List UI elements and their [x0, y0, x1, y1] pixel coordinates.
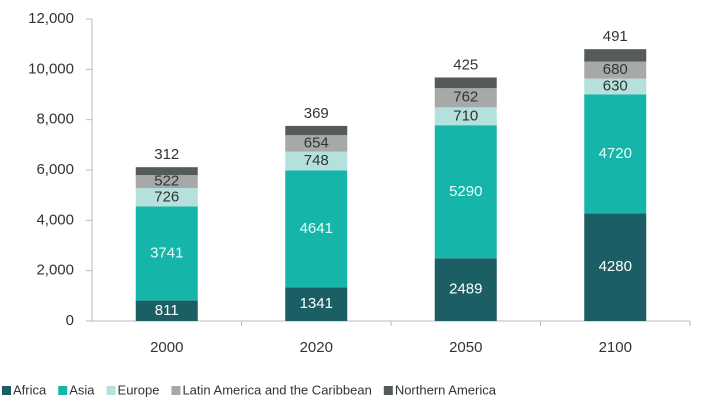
bar-segment	[135, 300, 198, 321]
data-label: 1341	[300, 295, 333, 312]
bar-segment	[584, 49, 647, 62]
bar-segment	[285, 135, 348, 152]
x-tick-label: 2100	[599, 339, 632, 356]
data-label: 630	[603, 78, 628, 95]
y-tick-label: 8,000	[36, 111, 74, 128]
bar-segment	[584, 94, 647, 214]
legend-swatch	[2, 386, 11, 395]
data-label: 5290	[449, 183, 482, 200]
bar-segment	[285, 125, 348, 136]
data-label: 2489	[449, 281, 482, 298]
data-label: 312	[154, 146, 179, 163]
bar-segment	[434, 88, 497, 108]
bar-segment	[434, 125, 497, 259]
bar-segment	[584, 61, 647, 79]
bar-segment	[434, 107, 497, 126]
data-label: 710	[453, 107, 478, 124]
data-label: 369	[304, 105, 329, 122]
y-tick-label: 12,000	[28, 10, 74, 27]
x-tick-label: 2020	[300, 339, 333, 356]
y-tick-label: 10,000	[28, 60, 74, 77]
legend-label: Africa	[13, 382, 47, 397]
y-tick-label: 0	[66, 312, 74, 329]
legend-label: Latin America and the Caribbean	[182, 382, 371, 397]
data-label: 811	[155, 302, 179, 319]
bar-segment	[285, 151, 348, 171]
bar-segment	[584, 213, 647, 321]
data-label: 3741	[150, 244, 183, 261]
legend-swatch	[58, 386, 68, 395]
data-label: 4280	[599, 258, 632, 275]
legend-swatch	[171, 386, 181, 395]
data-label: 654	[304, 134, 329, 151]
bar-segment	[135, 167, 198, 176]
bar-segment	[135, 175, 198, 189]
y-tick-label: 2,000	[36, 262, 74, 279]
bar-segment	[434, 77, 497, 89]
data-label: 4720	[599, 145, 632, 162]
x-tick-label: 2050	[449, 339, 482, 356]
legend-label: Northern America	[395, 382, 497, 397]
data-label: 726	[154, 188, 179, 205]
bar-segment	[285, 170, 348, 288]
x-tick-label: 2000	[150, 339, 183, 356]
bar-segment	[584, 78, 647, 95]
legend-label: Asia	[69, 382, 95, 397]
legend-label: Europe	[118, 382, 160, 397]
bar-segment	[135, 188, 198, 207]
bar-segment	[285, 287, 348, 321]
bar-segment	[135, 206, 198, 301]
data-label: 425	[453, 56, 478, 73]
data-label: 4641	[300, 220, 333, 237]
legend-swatch	[383, 386, 393, 395]
bar-segment	[434, 258, 497, 321]
data-label: 680	[603, 61, 628, 78]
data-label: 491	[603, 28, 628, 45]
data-label: 762	[453, 89, 478, 106]
y-tick-label: 4,000	[36, 211, 74, 228]
data-label: 748	[304, 152, 329, 169]
data-label: 522	[154, 173, 179, 190]
y-tick-label: 6,000	[36, 161, 74, 178]
legend-swatch	[106, 386, 116, 395]
